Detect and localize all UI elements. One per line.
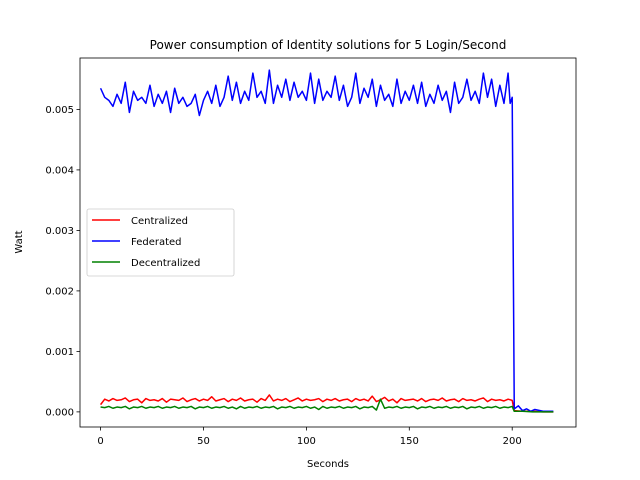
- x-tick-label: 50: [197, 436, 210, 447]
- legend-label-decentralized: Decentralized: [131, 258, 200, 269]
- plot-frame: [79, 57, 577, 428]
- y-tick-label: 0.000: [45, 407, 74, 418]
- legend-box: [86, 208, 235, 277]
- y-tick-label: 0.004: [45, 165, 74, 176]
- x-axis: 0 50 100 150 200: [97, 427, 522, 447]
- x-tick-label: 150: [400, 436, 419, 447]
- y-tick-label: 0.002: [45, 286, 74, 297]
- plot-lines: [99, 69, 554, 413]
- legend-label-federated: Federated: [131, 237, 182, 248]
- y-tick-label: 0.003: [45, 226, 74, 237]
- legend: Centralized Federated Decentralized: [86, 208, 235, 277]
- x-tick-label: 200: [503, 436, 522, 447]
- series-line-decentralized: [100, 398, 554, 413]
- x-tick-label: 0: [97, 436, 103, 447]
- x-axis-label: Seconds: [307, 459, 349, 470]
- y-tick-label: 0.005: [45, 105, 74, 116]
- y-axis: 0.000 0.001 0.002 0.003 0.004 0.005: [45, 105, 80, 418]
- x-tick-label: 100: [297, 436, 316, 447]
- y-tick-label: 0.001: [45, 347, 74, 358]
- chart-title: Power consumption of Identity solutions …: [150, 38, 507, 52]
- series-line-federated: [99, 69, 554, 413]
- y-axis-label: Watt: [14, 230, 25, 253]
- series-line-centralized: [99, 394, 554, 413]
- legend-label-centralized: Centralized: [131, 216, 188, 227]
